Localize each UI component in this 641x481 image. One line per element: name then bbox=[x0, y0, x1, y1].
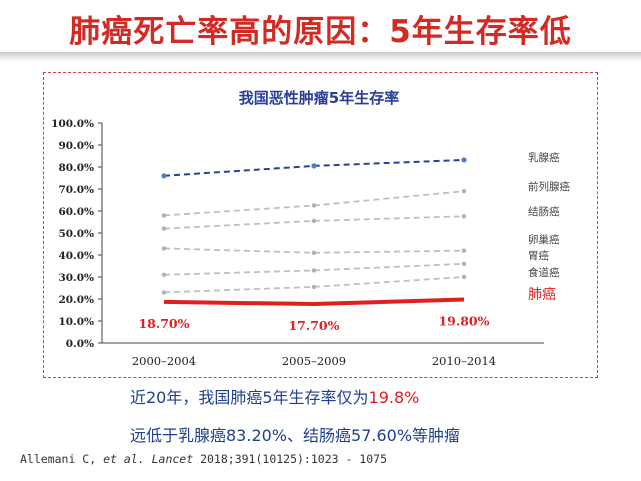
series-name-label: 卵巢癌 bbox=[528, 233, 560, 246]
citation-authors: Allemani C, bbox=[20, 452, 97, 466]
lung-data-label: 17.70% bbox=[288, 318, 339, 333]
summary-line-1-text: 近20年，我国肺癌5年生存率仅为 bbox=[130, 388, 369, 407]
series-point-胃癌 bbox=[161, 272, 167, 277]
chart-title: 我国恶性肿瘤5年生存率 bbox=[239, 89, 399, 107]
y-tick-label: 80.0% bbox=[58, 162, 94, 174]
axis-layer: 100.0% 90.0% 80.0% 70.0% 60.0% 50.0% 40.0% 30.0… bbox=[51, 118, 544, 368]
summary-line-1: 近20年，我国肺癌5年生存率仅为19.8% bbox=[130, 384, 419, 408]
series-point-乳腺癌 bbox=[311, 163, 317, 169]
series-point-胃癌 bbox=[311, 268, 317, 273]
series-point-结肠癌 bbox=[161, 226, 167, 231]
y-tick-label: 70.0% bbox=[58, 184, 94, 196]
series-point-前列腺癌 bbox=[461, 189, 467, 194]
series-line-前列腺癌 bbox=[163, 190, 465, 217]
series-name-label: 结肠癌 bbox=[528, 205, 560, 218]
y-tick-label: 60.0% bbox=[58, 206, 94, 218]
y-tick-label: 30.0% bbox=[58, 272, 94, 284]
series-point-前列腺癌 bbox=[161, 213, 167, 218]
series-point-食道癌 bbox=[311, 284, 317, 290]
citation-ref: 2018;391(10125):1023 - 1075 bbox=[200, 452, 388, 466]
lung-survival-highlight: 19.8% bbox=[368, 388, 420, 407]
x-tick-label: 2005–2009 bbox=[282, 354, 346, 368]
series-point-食道癌 bbox=[161, 290, 167, 295]
series-name-label: 食道癌 bbox=[528, 266, 560, 279]
y-tick-label: 100.0% bbox=[51, 118, 94, 130]
x-tick-label: 2000–2004 bbox=[132, 354, 196, 368]
y-tick-label: 10.0% bbox=[58, 316, 94, 328]
series-point-卵巢癌 bbox=[161, 246, 167, 251]
x-tick-label: 2010–2014 bbox=[432, 354, 496, 368]
series-point-乳腺癌 bbox=[461, 157, 467, 163]
series-point-前列腺癌 bbox=[311, 203, 317, 208]
y-tick-label: 40.0% bbox=[58, 250, 94, 262]
chart-frame: 我国恶性肿瘤5年生存率 100.0% 90.0% 80.0% 70.0% 60.0% 50… bbox=[43, 72, 598, 378]
series-point-卵巢癌 bbox=[311, 250, 317, 255]
series-point-胃癌 bbox=[461, 261, 467, 266]
y-tick-label: 20.0% bbox=[58, 294, 94, 306]
series-name-label: 乳腺癌 bbox=[528, 151, 560, 164]
lung-data-label: 18.70% bbox=[138, 316, 189, 331]
citation-etal: et al. bbox=[103, 452, 145, 466]
lung-data-label: 19.80% bbox=[438, 313, 489, 328]
series-name-label: 肺癌 bbox=[528, 287, 556, 303]
series-point-食道癌 bbox=[461, 274, 467, 280]
survival-rate-chart: 我国恶性肿瘤5年生存率 100.0% 90.0% 80.0% 70.0% 60.0% 50… bbox=[51, 89, 570, 368]
citation-journal: Lancet bbox=[151, 452, 194, 466]
y-tick-label: 50.0% bbox=[58, 228, 94, 240]
y-tick-label: 90.0% bbox=[58, 140, 94, 152]
slide-title: 肺癌死亡率高的原因：5年生存率低 bbox=[69, 14, 572, 50]
series-name-label: 前列腺癌 bbox=[528, 180, 570, 193]
summary-line-2: 远低于乳腺癌83.20%、结肠癌57.60%等肿瘤 bbox=[130, 426, 461, 445]
series-point-结肠癌 bbox=[461, 214, 467, 219]
series-point-卵巢癌 bbox=[461, 248, 467, 253]
citation: Allemani C, et al. Lancet 2018;391(10125… bbox=[20, 452, 387, 466]
y-tick-label: 0.0% bbox=[66, 338, 94, 350]
title-divider bbox=[0, 52, 641, 62]
series-layer bbox=[161, 157, 467, 307]
series-line-肺癌 bbox=[163, 297, 465, 307]
series-point-乳腺癌 bbox=[161, 173, 167, 179]
series-point-结肠癌 bbox=[311, 218, 317, 224]
series-name-label: 胃癌 bbox=[528, 249, 549, 262]
